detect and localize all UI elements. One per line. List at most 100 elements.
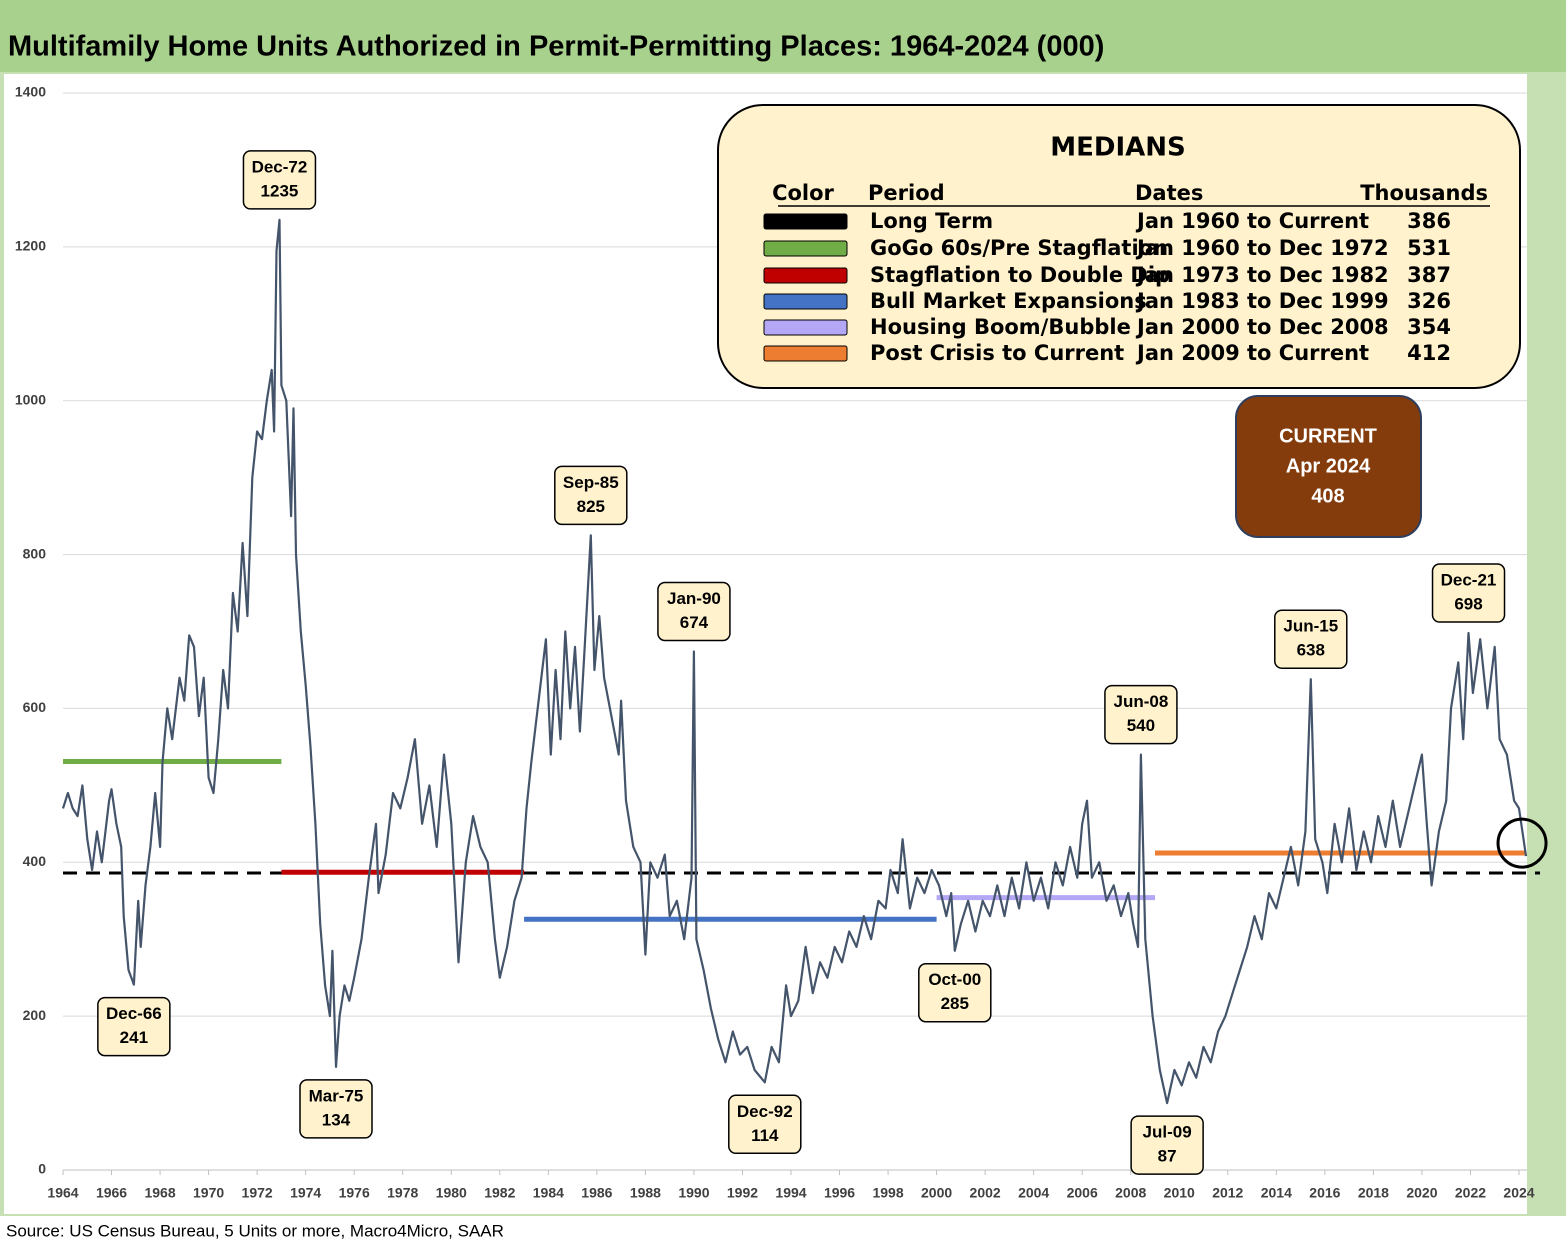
annotation-value: 114: [751, 1126, 779, 1145]
annotation-box: [554, 465, 628, 526]
x-tick-label: 1972: [242, 1185, 273, 1201]
annotation-value: 825: [577, 497, 605, 516]
legend-swatch: [763, 319, 848, 336]
annotation-box: [728, 1094, 802, 1155]
current-label: CURRENT: [1279, 425, 1377, 447]
annotation-label: Sep-85: [563, 473, 619, 492]
x-tick-label: 1986: [581, 1185, 612, 1201]
period: Stagflation to Double Dip: [870, 263, 1170, 287]
annotation-label: Jan-90: [667, 589, 721, 608]
source-note: Source: US Census Bureau, 5 Units or mor…: [6, 1221, 504, 1240]
x-tick-label: 2018: [1358, 1185, 1389, 1201]
data-line: [61, 218, 1528, 1105]
x-tick-label: 1976: [339, 1185, 370, 1201]
table-header: Dates: [1135, 181, 1203, 205]
x-tick-label: 1998: [872, 1185, 903, 1201]
annotation-box: [1274, 609, 1348, 669]
x-tick-label: 2006: [1067, 1185, 1098, 1201]
x-tick-label: 2010: [1164, 1185, 1195, 1201]
x-tick-label: 2014: [1261, 1185, 1292, 1201]
y-tick-label: 400: [23, 853, 47, 869]
dates: Jan 1960 to Dec 1972: [1135, 236, 1389, 260]
annotation-label: Jun-08: [1114, 692, 1169, 711]
annotation-value: 540: [1127, 716, 1155, 735]
median-value: 386: [1407, 209, 1451, 233]
legend-swatch: [763, 293, 848, 310]
annotation-value: 638: [1297, 641, 1325, 660]
median-value: 326: [1407, 289, 1451, 313]
annotations: Dec-66 241 Dec-72 1235 Mar-75 134 Sep-85 825 Jan…: [97, 150, 1506, 1175]
x-tick-label: 1968: [144, 1185, 175, 1201]
current-box: [1235, 395, 1422, 538]
annotation-value: 87: [1158, 1147, 1177, 1166]
x-tick-label: 1970: [193, 1185, 224, 1201]
annotation-value: 698: [1454, 595, 1482, 614]
y-tick-label: 200: [23, 1007, 47, 1023]
current-highlight: [1496, 817, 1548, 869]
annotation-box: [657, 581, 731, 642]
header-band: [0, 0, 1566, 72]
x-tick-label: 2002: [970, 1185, 1001, 1201]
annotation-label: Oct-00: [928, 970, 981, 989]
x-tick-label: 2008: [1115, 1185, 1146, 1201]
chart-title: Multifamily Home Units Authorized in Per…: [8, 31, 1104, 63]
dates: Jan 1960 to Current: [1135, 209, 1369, 233]
y-tick-label: 1000: [15, 391, 46, 407]
x-tick-label: 1982: [484, 1185, 515, 1201]
x-tick-label: 1974: [290, 1185, 321, 1201]
annotation-label: Dec-21: [1441, 571, 1497, 590]
annotation-box: [97, 996, 171, 1057]
series: [61, 218, 1548, 1105]
annotation-value: 1235: [261, 181, 299, 200]
annotation-label: Jul-09: [1143, 1123, 1192, 1142]
annotation-label: Jun-15: [1283, 617, 1338, 636]
medians-box: [717, 104, 1521, 389]
annotation-value: 134: [322, 1110, 351, 1129]
x-tick-label: 1980: [436, 1185, 467, 1201]
x-tick-label: 1964: [47, 1185, 78, 1201]
table-header: Color: [772, 181, 834, 205]
median-value: 412: [1407, 341, 1451, 365]
dates: Jan 2000 to Dec 2008: [1135, 315, 1389, 339]
x-tick-label: 1966: [96, 1185, 127, 1201]
period: Housing Boom/Bubble: [870, 315, 1131, 339]
dates: Jan 1973 to Dec 1982: [1135, 263, 1389, 287]
x-tick-label: 2000: [921, 1185, 952, 1201]
footer-band: [0, 1216, 1566, 1248]
grid: 0 200 400 600 800 1000 1200 1400 1964 1966 1968 197…: [15, 84, 1535, 1201]
x-tick-label: 2024: [1503, 1185, 1534, 1201]
median-value: 387: [1407, 263, 1451, 287]
annotation-label: Dec-72: [252, 157, 308, 176]
annotation-label: Dec-66: [106, 1004, 162, 1023]
x-tick-label: 2022: [1455, 1185, 1486, 1201]
annotation-box: [1431, 563, 1506, 623]
x-tick-label: 1984: [533, 1185, 564, 1201]
period: Post Crisis to Current: [870, 341, 1124, 365]
legend-swatch: [763, 345, 848, 362]
annotation-value: 674: [680, 613, 709, 632]
period: GoGo 60s/Pre Stagflation: [870, 236, 1168, 260]
table-header: Thousands: [1360, 181, 1488, 205]
current-value: 408: [1311, 485, 1344, 507]
current-date: Apr 2024: [1286, 455, 1371, 477]
x-tick-label: 1978: [387, 1185, 418, 1201]
period: Long Term: [870, 209, 993, 233]
annotation-label: Mar-75: [309, 1086, 364, 1105]
annotation-value: 241: [120, 1028, 148, 1047]
y-tick-label: 0: [38, 1161, 46, 1177]
x-tick-label: 2004: [1018, 1185, 1049, 1201]
annotation-box: [918, 963, 992, 1023]
y-tick-label: 600: [23, 699, 47, 715]
y-tick-label: 1400: [15, 84, 46, 100]
legend-swatch: [763, 240, 848, 257]
annotation-box: [299, 1079, 373, 1139]
medians-title: MEDIANS: [1050, 133, 1186, 163]
median-value: 531: [1407, 236, 1451, 260]
median-value: 354: [1407, 315, 1451, 339]
period: Bull Market Expansions: [870, 289, 1147, 313]
x-tick-label: 1996: [824, 1185, 855, 1201]
annotation-value: 285: [941, 994, 969, 1013]
medians-table: Color Period Dates Thousands Long Term Jan 19…: [763, 181, 1488, 365]
x-tick-label: 2020: [1406, 1185, 1437, 1201]
y-tick-label: 800: [23, 545, 47, 561]
